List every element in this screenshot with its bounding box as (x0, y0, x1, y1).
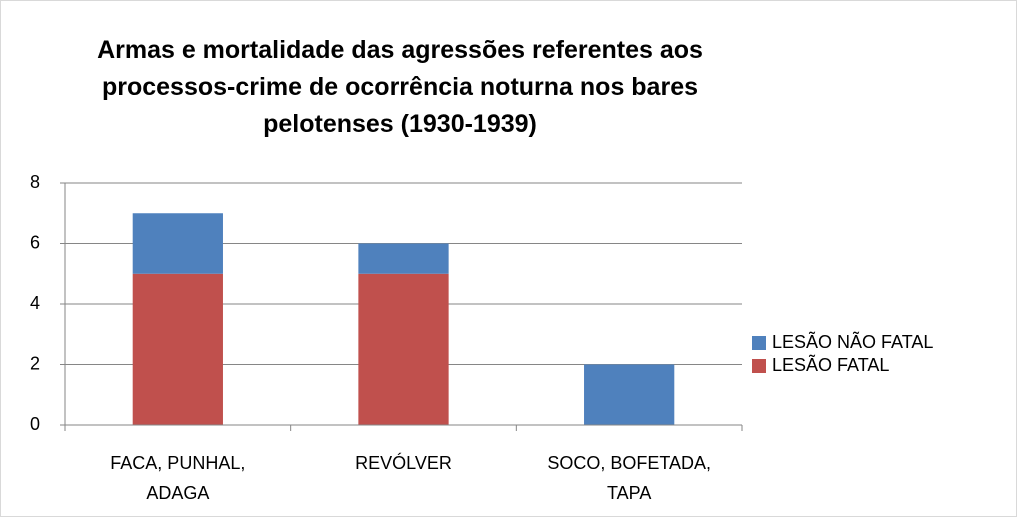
bar-segment (132, 213, 223, 274)
bar-segment (132, 273, 223, 425)
y-tick-label: 6 (30, 232, 40, 252)
x-tick-label: FACA, PUNHAL, ADAGA (110, 453, 246, 503)
legend-label: LESÃO NÃO FATAL (772, 331, 933, 352)
y-tick-label: 4 (30, 293, 40, 313)
y-tick-label: 0 (30, 414, 40, 434)
bar-segment (358, 273, 449, 425)
legend-swatch (752, 359, 766, 373)
legend-label: LESÃO FATAL (772, 354, 889, 375)
bar-segment (584, 364, 675, 425)
bar-segment (358, 243, 449, 274)
x-tick-label: REVÓLVER (355, 453, 452, 473)
x-tick-label: SOCO, BOFETADA, TAPA (547, 453, 711, 503)
y-tick-label: 8 (30, 172, 40, 192)
y-tick-label: 2 (30, 353, 40, 373)
chart-title: Armas e mortalidade das agressões refere… (97, 36, 703, 138)
legend-swatch (752, 336, 766, 350)
